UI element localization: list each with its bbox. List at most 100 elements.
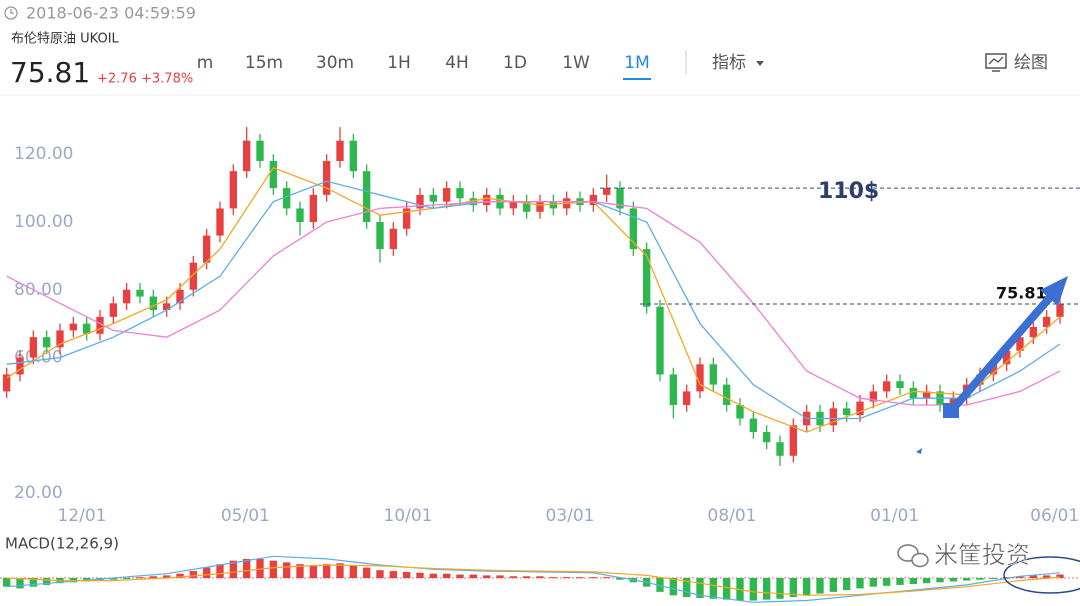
candle-body [1056, 303, 1064, 317]
macd-bar [336, 563, 344, 578]
arrow-shaft [948, 292, 1056, 413]
macd-bar [963, 578, 971, 581]
macd-line [6, 564, 1061, 596]
interval-tab[interactable]: 30m [316, 53, 354, 73]
macd-bar [416, 572, 424, 578]
macd-title: MACD(12,26,9) [5, 535, 119, 553]
candle-body [96, 316, 104, 334]
candle-body [923, 391, 931, 399]
macd-bar [403, 571, 411, 578]
reference-label: 110$ [818, 179, 879, 204]
candle-body [323, 160, 331, 195]
macd-bar [696, 578, 704, 598]
macd-bar [829, 578, 837, 592]
macd-bar [763, 578, 771, 600]
macd-bar [349, 565, 357, 578]
macd-bar [376, 570, 384, 578]
candle-body [349, 140, 357, 172]
candle-body [603, 188, 611, 195]
macd-bar [229, 560, 237, 578]
macd-bar [1016, 576, 1024, 578]
macd-bar [483, 575, 491, 578]
draw-icon [985, 53, 1007, 69]
x-tick-label: 10/01 [384, 506, 433, 526]
y-tick-label: 120.00 [14, 144, 73, 164]
macd-bar [883, 578, 891, 586]
interval-tab[interactable]: 15m [245, 53, 283, 73]
candle-body [229, 171, 237, 209]
candle-body [336, 140, 344, 161]
macd-bar [603, 577, 611, 579]
y-tick-label: 20.00 [14, 483, 63, 503]
watermark: 米筐投资 [934, 541, 1030, 569]
candle-body [403, 208, 411, 229]
candle-body [723, 384, 731, 405]
candle-body [3, 374, 11, 392]
macd-bar [456, 574, 464, 578]
candle-body [909, 388, 917, 399]
macd-bar [363, 567, 371, 578]
candle-body [429, 194, 437, 202]
draw-button[interactable]: 绘图 [1014, 53, 1048, 73]
interval-tab[interactable]: 4H [445, 53, 469, 73]
macd-bar [856, 578, 864, 589]
candle-body [256, 140, 264, 161]
highlight-ellipse [1003, 556, 1080, 594]
candle-body [749, 418, 757, 433]
interval-tab[interactable]: 1D [503, 53, 527, 73]
macd-bar [816, 578, 824, 594]
macd-bar [776, 578, 784, 599]
interval-tab[interactable]: 1M [624, 53, 649, 73]
change-pct: +3.78% [141, 72, 193, 87]
x-tick-label: 06/01 [1030, 506, 1079, 526]
macd-bar [909, 578, 917, 585]
candle-body [509, 201, 517, 209]
candle-body [56, 330, 64, 348]
x-tick-label: 01/01 [870, 506, 919, 526]
macd-bar [803, 578, 811, 596]
moving-average [6, 167, 1061, 433]
macd-bar [216, 564, 224, 578]
y-tick-label: 80.00 [14, 280, 63, 300]
macd-bar [309, 565, 317, 578]
candle-body [736, 404, 744, 419]
y-tick-label: 100.00 [14, 212, 73, 232]
macd-bar [563, 577, 571, 579]
indicator-menu[interactable]: 指标 [712, 53, 746, 73]
macd-bar [989, 578, 997, 579]
candle-body [243, 140, 251, 172]
arrow-base [943, 403, 959, 418]
macd-bar [789, 578, 797, 598]
candle-body [456, 188, 464, 199]
candle-body [283, 188, 291, 209]
candle-body [896, 381, 904, 389]
candle-body [376, 221, 384, 250]
macd-bar [843, 578, 851, 591]
bubble-small [911, 552, 929, 568]
interval-tab[interactable]: m [197, 53, 214, 73]
trend-arrow [943, 276, 1068, 418]
clock-icon [4, 6, 18, 20]
macd-bar [269, 560, 277, 578]
macd-bar [176, 573, 184, 578]
candle-body [789, 425, 797, 456]
candle-body [643, 249, 651, 307]
marker [916, 448, 922, 454]
macd-bar [163, 575, 171, 578]
candle-body [163, 303, 171, 311]
macd-bar [1056, 574, 1064, 578]
candle-body [69, 323, 77, 331]
macd-bar [589, 577, 597, 579]
moving-average [6, 201, 1061, 406]
macd-bar [869, 578, 877, 587]
candle-body [389, 228, 397, 250]
x-tick-label: 05/01 [221, 506, 270, 526]
candle-body [669, 374, 677, 405]
interval-tab[interactable]: 1W [562, 53, 590, 73]
candle-body [216, 208, 224, 236]
macd-bar [189, 571, 197, 578]
candle-body [176, 289, 184, 304]
interval-tab[interactable]: 1H [387, 53, 411, 73]
